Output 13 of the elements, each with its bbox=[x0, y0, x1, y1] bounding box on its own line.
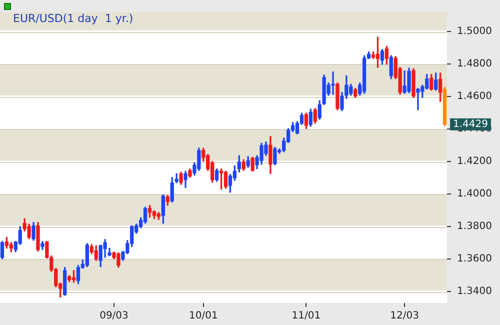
y-tick-label: 1.3800 bbox=[457, 221, 492, 232]
chart-title: EUR/USD(1 day 1 yr.) bbox=[13, 12, 134, 25]
x-tick-label: 12/03 bbox=[390, 310, 419, 322]
y-tick-label: 1.5000 bbox=[457, 26, 492, 38]
y-tick-label: 1.4800 bbox=[457, 58, 492, 70]
y-tick-label: 1.3400 bbox=[457, 286, 492, 298]
x-tick-label: 11/01 bbox=[292, 310, 321, 322]
y-tick-label: 1.4200 bbox=[457, 156, 492, 168]
x-tick-label: 09/03 bbox=[100, 310, 128, 322]
x-tick-label: 10/01 bbox=[188, 310, 218, 322]
y-tick-label: 1.3600 bbox=[457, 254, 492, 265]
y-tick-label: 1.4000 bbox=[457, 188, 492, 200]
y-tick-label: 1.4600 bbox=[457, 91, 492, 102]
